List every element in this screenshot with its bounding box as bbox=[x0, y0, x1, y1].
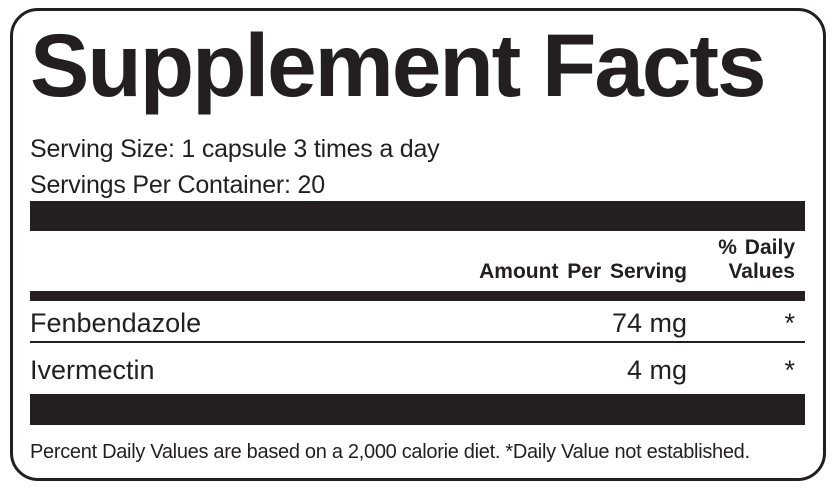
serving-info: Serving Size: 1 capsule 3 times a day Se… bbox=[30, 131, 805, 203]
ingredient-amount: 4 mg bbox=[626, 355, 687, 385]
daily-header-line2: Values bbox=[728, 260, 795, 283]
table-header-row: Amount Per Serving % Daily Values bbox=[30, 236, 805, 284]
servings-per-container-line: Servings Per Container: 20 bbox=[30, 171, 325, 199]
serving-size-line: Serving Size: 1 capsule 3 times a day bbox=[30, 135, 440, 163]
divider-bar-bottom bbox=[30, 394, 805, 425]
percent-daily-values-header: % Daily Values bbox=[687, 236, 805, 284]
ingredient-daily-value: * bbox=[784, 355, 795, 385]
divider-bar-top bbox=[30, 201, 805, 231]
table-row: Ivermectin 4 mg * bbox=[30, 343, 805, 394]
ingredient-daily-value: * bbox=[784, 308, 795, 338]
daily-header-line1: % Daily bbox=[718, 236, 795, 259]
daily-value-footnote: Percent Daily Values are based on a 2,00… bbox=[30, 441, 750, 463]
supplement-facts-label: Supplement Facts Serving Size: 1 capsule… bbox=[10, 8, 826, 481]
table-row: Fenbendazole 74 mg * bbox=[30, 301, 805, 341]
label-title: Supplement Facts bbox=[30, 15, 767, 115]
amount-per-serving-header: Amount Per Serving bbox=[479, 260, 687, 283]
ingredient-name: Fenbendazole bbox=[30, 308, 202, 338]
header-divider-rule bbox=[30, 291, 805, 301]
ingredient-name: Ivermectin bbox=[30, 355, 155, 385]
ingredient-amount: 74 mg bbox=[611, 308, 687, 338]
row-divider-rule bbox=[30, 341, 805, 343]
